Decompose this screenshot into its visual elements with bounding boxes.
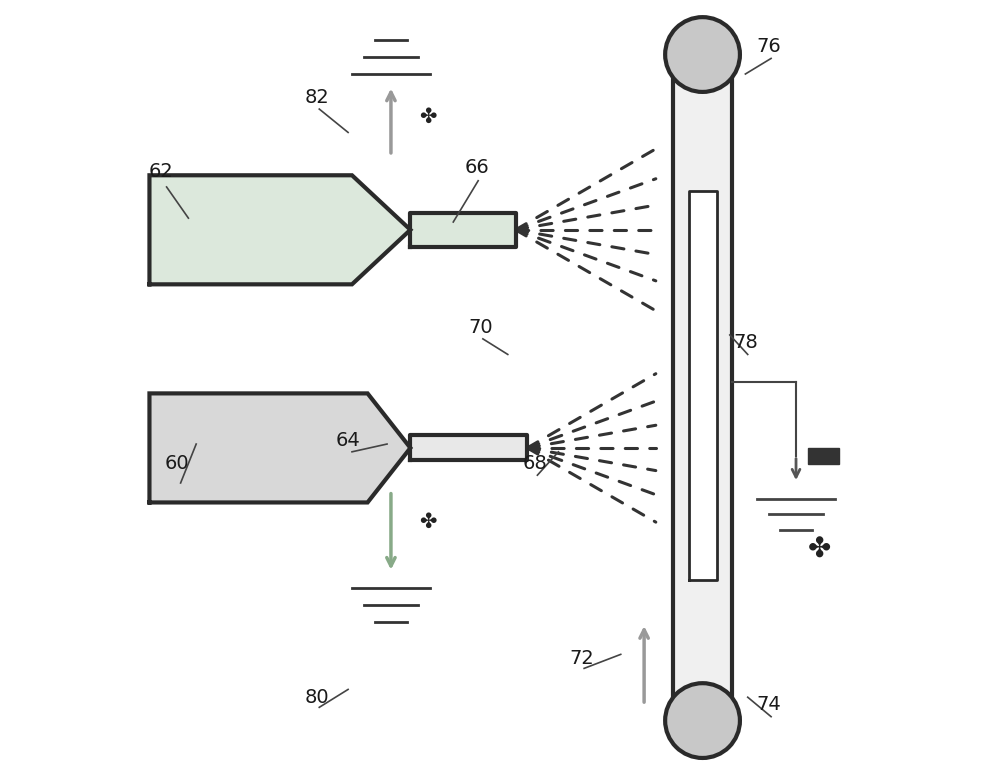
Text: 64: 64 [336, 431, 360, 449]
Text: 78: 78 [733, 333, 758, 352]
Polygon shape [149, 175, 410, 284]
Text: ✤: ✤ [420, 512, 437, 532]
Text: ✤: ✤ [420, 107, 437, 127]
Text: 82: 82 [305, 88, 329, 107]
Text: 80: 80 [305, 688, 329, 707]
Polygon shape [410, 213, 516, 247]
Text: 70: 70 [468, 318, 493, 337]
Polygon shape [410, 435, 527, 460]
Polygon shape [673, 55, 732, 721]
Bar [808, 448, 839, 464]
Text: 60: 60 [164, 454, 189, 473]
Circle shape [665, 17, 740, 92]
Text: 66: 66 [464, 158, 489, 177]
Text: 74: 74 [756, 696, 781, 714]
Text: 62: 62 [149, 162, 174, 181]
Polygon shape [149, 393, 410, 502]
Text: 68: 68 [523, 454, 547, 473]
Polygon shape [689, 191, 717, 580]
Text: ✤: ✤ [808, 535, 831, 563]
Text: 76: 76 [756, 37, 781, 56]
Text: 72: 72 [569, 649, 594, 668]
Circle shape [665, 683, 740, 758]
